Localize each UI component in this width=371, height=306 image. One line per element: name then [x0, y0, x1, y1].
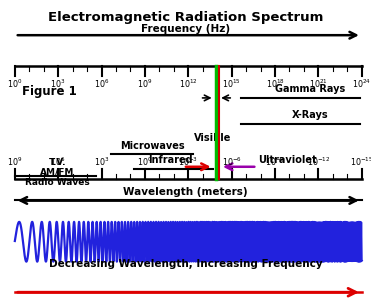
Text: $10^{12}$: $10^{12}$ [179, 77, 198, 90]
Text: Electromagnetic Radiation Spectrum: Electromagnetic Radiation Spectrum [48, 11, 323, 24]
Text: Ultraviolet: Ultraviolet [258, 155, 317, 165]
Text: $10^{6}$: $10^{6}$ [94, 77, 109, 90]
Text: Microwaves: Microwaves [120, 141, 184, 151]
Text: $10^{0}$: $10^{0}$ [7, 77, 23, 90]
Text: $10^{21}$: $10^{21}$ [309, 77, 328, 90]
Text: $10^{-15}$: $10^{-15}$ [350, 155, 371, 168]
Text: T.V.
AM/FM
Radio Waves: T.V. AM/FM Radio Waves [25, 158, 90, 187]
Text: $10^{3}$: $10^{3}$ [94, 155, 109, 168]
Text: $10^{9}$: $10^{9}$ [137, 77, 152, 90]
Text: $10^{6}$: $10^{6}$ [50, 155, 66, 168]
Text: $10^{-3}$: $10^{-3}$ [178, 155, 198, 168]
Text: $10^{-12}$: $10^{-12}$ [306, 155, 330, 168]
Text: Infrared: Infrared [148, 155, 193, 165]
Text: $10^{9}$: $10^{9}$ [7, 155, 23, 168]
Text: Visible: Visible [194, 133, 232, 143]
Text: Gamma Rays: Gamma Rays [275, 84, 345, 94]
Text: X-Rays: X-Rays [292, 110, 328, 120]
Text: $10^{18}$: $10^{18}$ [266, 77, 285, 90]
Text: $10^{15}$: $10^{15}$ [222, 77, 241, 90]
Text: Figure 1: Figure 1 [22, 85, 77, 98]
Text: $10^{0}$: $10^{0}$ [137, 155, 152, 168]
Text: $10^{24}$: $10^{24}$ [352, 77, 371, 90]
Text: Wavelength (meters): Wavelength (meters) [123, 187, 248, 197]
Text: $10^{3}$: $10^{3}$ [50, 77, 66, 90]
Text: $10^{-6}$: $10^{-6}$ [221, 155, 242, 168]
Text: $10^{-9}$: $10^{-9}$ [265, 155, 285, 168]
Text: Frequency (Hz): Frequency (Hz) [141, 24, 230, 34]
Text: Decreasing Wavelength, Increasing Frequency: Decreasing Wavelength, Increasing Freque… [49, 259, 322, 269]
